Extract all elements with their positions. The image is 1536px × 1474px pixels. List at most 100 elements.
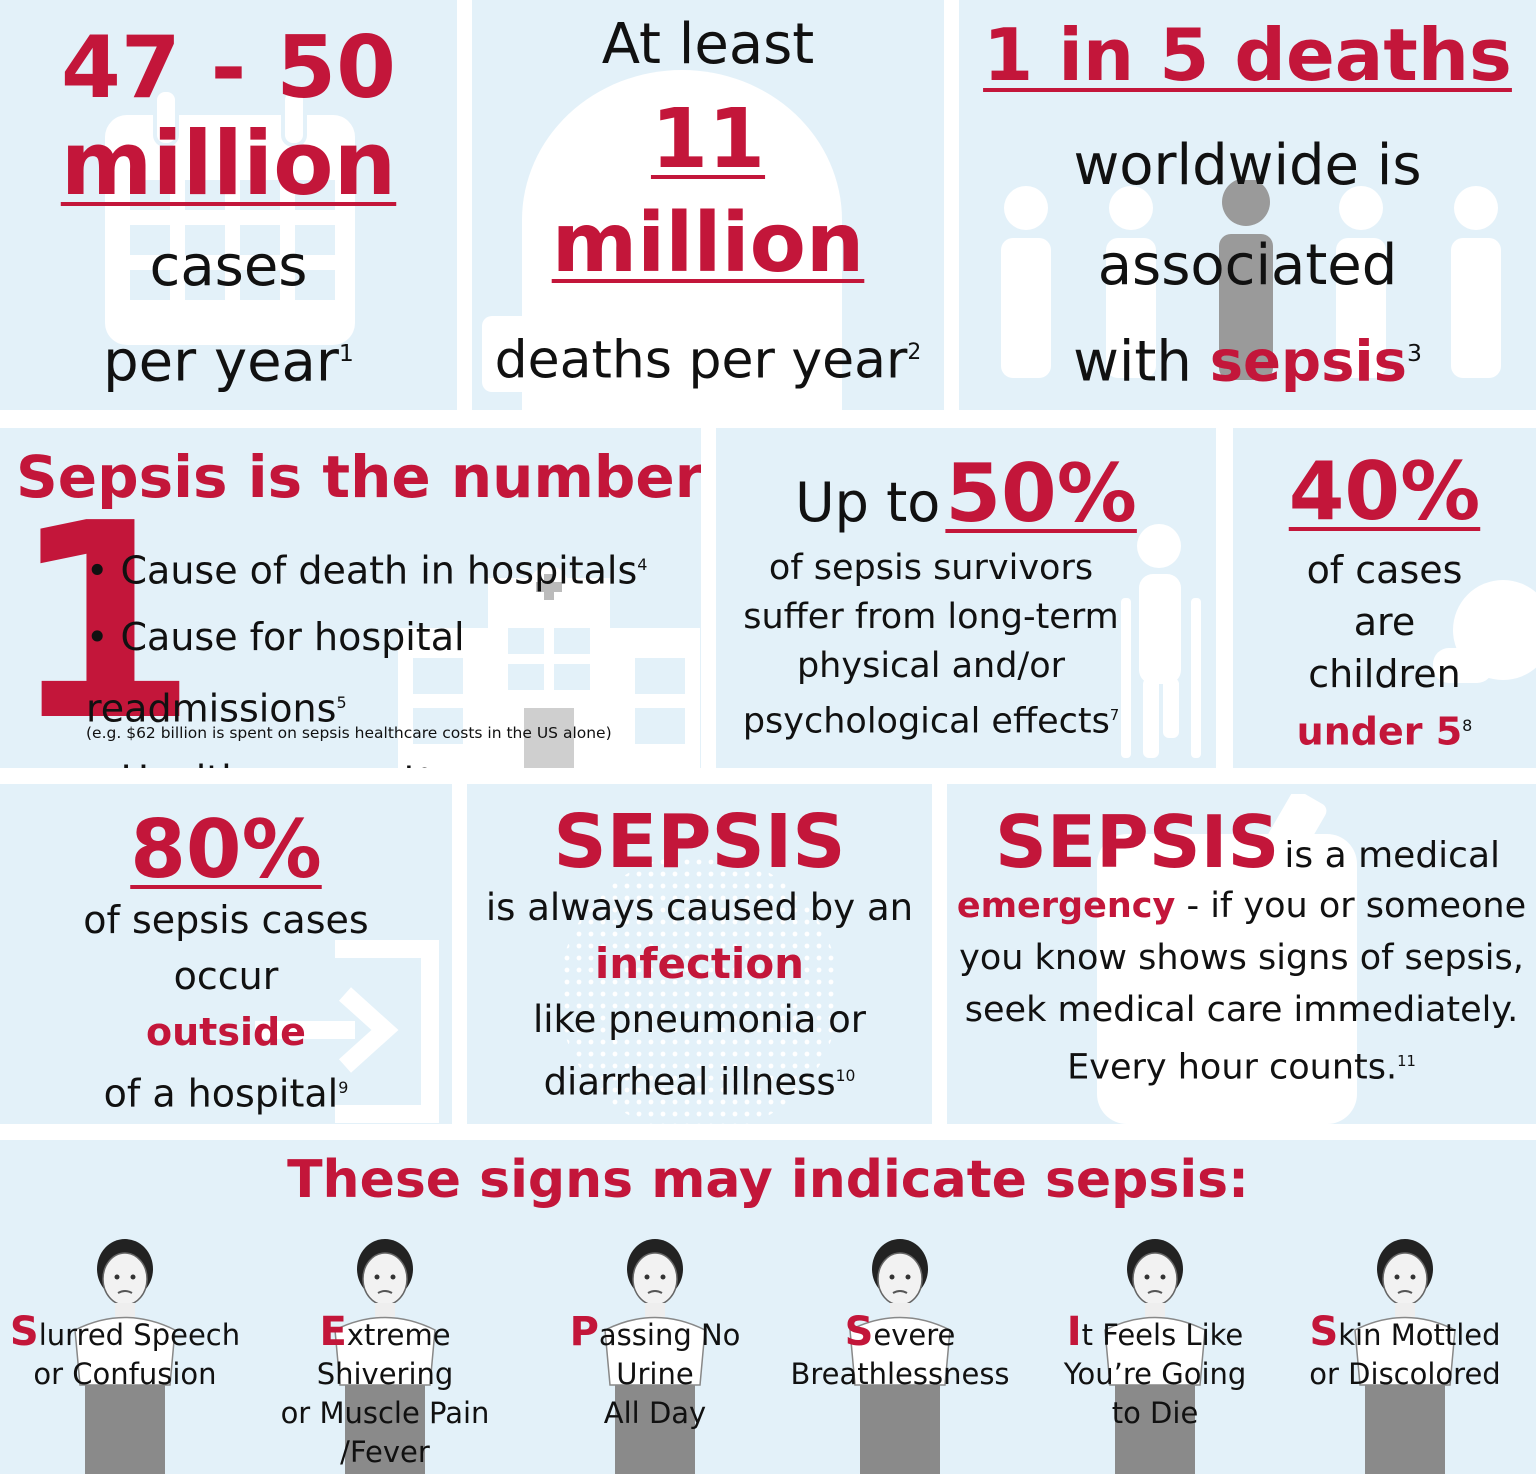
children-panel: 40% of cases are children under 58 bbox=[1233, 428, 1536, 768]
outside-line2: occur bbox=[173, 954, 279, 998]
sign-letter: S bbox=[844, 1309, 874, 1355]
sign-item: Skin Mottled or Discolored bbox=[1280, 1235, 1530, 1474]
sign-item: It Feels Like You’re Going to Die bbox=[1030, 1235, 1280, 1474]
infection-line1: is always caused by an bbox=[485, 886, 914, 929]
deaths-prefix: At least bbox=[601, 12, 815, 77]
sign-line: or Confusion bbox=[0, 1355, 250, 1394]
person-icon bbox=[1354, 1239, 1456, 1474]
exit-icon bbox=[255, 940, 439, 1123]
ratio-line2: associated bbox=[1097, 233, 1398, 298]
sign-item: Slurred Speech or Confusion bbox=[0, 1235, 250, 1474]
signs-title: These signs may indicate sepsis: bbox=[287, 1150, 1249, 1210]
number-one-item: • Cause for hospital readmissions5 bbox=[86, 614, 465, 731]
children-highlight: under 5 bbox=[1296, 709, 1463, 754]
emergency-panel: SEPSIS is a medical emergency - if you o… bbox=[947, 784, 1536, 1124]
number-one-panel: Sepsis is the number 1 • Cause of death … bbox=[0, 428, 701, 768]
cases-line2: per year bbox=[103, 329, 339, 395]
person-icon bbox=[334, 1239, 436, 1474]
survivors-line: physical and/or bbox=[796, 646, 1066, 686]
number-one-big: 1 bbox=[10, 465, 198, 768]
ratio-highlight: sepsis bbox=[1209, 329, 1407, 395]
ratio-headline: 1 in 5 deaths bbox=[983, 13, 1512, 97]
ratio-line3: with bbox=[1073, 329, 1192, 395]
emergency-highlight: emergency bbox=[956, 886, 1176, 926]
sign-text: xtreme Shivering bbox=[316, 1318, 454, 1391]
cases-ref: 1 bbox=[338, 339, 354, 367]
person-icon bbox=[849, 1239, 951, 1474]
number-one-note: (e.g. $62 billion is spent on sepsis hea… bbox=[86, 724, 612, 742]
children-pct: 40% bbox=[1288, 445, 1481, 538]
sign-letter: S bbox=[9, 1309, 39, 1355]
sign-letter: P bbox=[569, 1309, 599, 1355]
sign-text: or Discolored bbox=[1309, 1357, 1501, 1391]
emergency-line2: you know shows signs of sepsis, bbox=[959, 938, 1524, 978]
sign-text: /Fever bbox=[340, 1435, 430, 1469]
survivors-line: of sepsis survivors bbox=[768, 548, 1094, 588]
survivors-panel: Up to 50% of sepsis survivors suffer fro… bbox=[716, 428, 1216, 768]
sign-text: lurred Speech bbox=[38, 1318, 241, 1352]
emergency-line3: seek medical care immediately. bbox=[964, 990, 1519, 1030]
sign-line: Passing No bbox=[530, 1312, 780, 1355]
outside-line3: of a hospital bbox=[103, 1071, 339, 1116]
person-icon bbox=[1104, 1239, 1206, 1474]
sign-letter: S bbox=[1309, 1309, 1339, 1355]
sign-text: All Day bbox=[603, 1396, 707, 1430]
outside-highlight: outside bbox=[146, 1010, 306, 1054]
calendar-icon bbox=[105, 88, 355, 345]
sign-line: All Day bbox=[530, 1394, 780, 1433]
sign-line: You’re Going bbox=[1030, 1355, 1280, 1394]
sign-line: /Fever bbox=[260, 1433, 510, 1472]
sign-line: Breathlessness bbox=[775, 1355, 1025, 1394]
sign-text: Urine bbox=[616, 1357, 694, 1391]
survivors-pct: 50% bbox=[945, 447, 1137, 540]
sign-text: t Feels Like bbox=[1081, 1318, 1244, 1352]
number-one-item: • Cause of death in hospitals4 bbox=[86, 548, 648, 593]
baby-icon bbox=[1433, 580, 1536, 683]
clipboard-icon bbox=[1097, 794, 1357, 1124]
ratio-line1: worldwide is bbox=[1073, 133, 1422, 198]
deaths-ref: 2 bbox=[907, 340, 922, 365]
emergency-ref: 11 bbox=[1397, 1053, 1416, 1070]
survivors-prefix: Up to bbox=[795, 471, 941, 534]
sign-line: Urine bbox=[530, 1355, 780, 1394]
survivors-line: psychological effects7 bbox=[742, 701, 1120, 742]
crutches-icon bbox=[1121, 524, 1201, 758]
children-line: of cases bbox=[1306, 548, 1463, 592]
sign-item: Severe Breathlessness bbox=[775, 1235, 1025, 1474]
sign-line: or Muscle Pain bbox=[260, 1394, 510, 1433]
outside-pct: 80% bbox=[130, 803, 322, 896]
sign-text: kin Mottled bbox=[1338, 1318, 1501, 1352]
infection-line2: like pneumonia or bbox=[532, 998, 867, 1041]
signs-panel: These signs may indicate sepsis: Slurred… bbox=[0, 1140, 1536, 1474]
outside-panel: 80% of sepsis cases occur outside of a h… bbox=[0, 784, 452, 1124]
virus-icon bbox=[559, 854, 839, 1124]
children-line: are bbox=[1353, 600, 1416, 644]
infection-line3: diarrheal illness bbox=[543, 1060, 836, 1104]
sign-line: Skin Mottled bbox=[1280, 1312, 1530, 1355]
cases-range: 47 - 50 bbox=[61, 18, 396, 118]
survivors-line: suffer from long-term bbox=[743, 597, 1119, 637]
deaths-line: deaths per year bbox=[494, 330, 908, 391]
sign-line: or Discolored bbox=[1280, 1355, 1530, 1394]
number-one-title: Sepsis is the number bbox=[16, 443, 701, 511]
emergency-title-rest: is a medical bbox=[1284, 835, 1501, 876]
person-icon bbox=[604, 1239, 706, 1474]
sign-letter: I bbox=[1066, 1309, 1082, 1355]
emergency-title: SEPSIS bbox=[995, 800, 1280, 884]
sign-text: evere bbox=[873, 1318, 956, 1352]
sign-line: Slurred Speech bbox=[0, 1312, 250, 1355]
deaths-panel: At least 11 million deaths per year2 bbox=[472, 0, 944, 410]
children-ref: 8 bbox=[1462, 716, 1473, 735]
cases-line1: cases bbox=[149, 234, 308, 299]
deaths-unit: million bbox=[551, 196, 865, 291]
outside-ref: 9 bbox=[338, 1078, 349, 1097]
sign-line: to Die bbox=[1030, 1394, 1280, 1433]
sign-item: Passing No Urine All Day bbox=[530, 1235, 780, 1474]
outside-line1: of sepsis cases bbox=[83, 898, 369, 942]
infection-ref: 10 bbox=[835, 1067, 856, 1085]
emergency-line1: - if you or someone bbox=[1186, 886, 1527, 926]
people-icon bbox=[1001, 180, 1501, 380]
person-icon bbox=[74, 1239, 176, 1474]
sign-letter: E bbox=[319, 1309, 347, 1355]
ratio-panel: 1 in 5 deaths worldwide is associated wi… bbox=[959, 0, 1536, 410]
